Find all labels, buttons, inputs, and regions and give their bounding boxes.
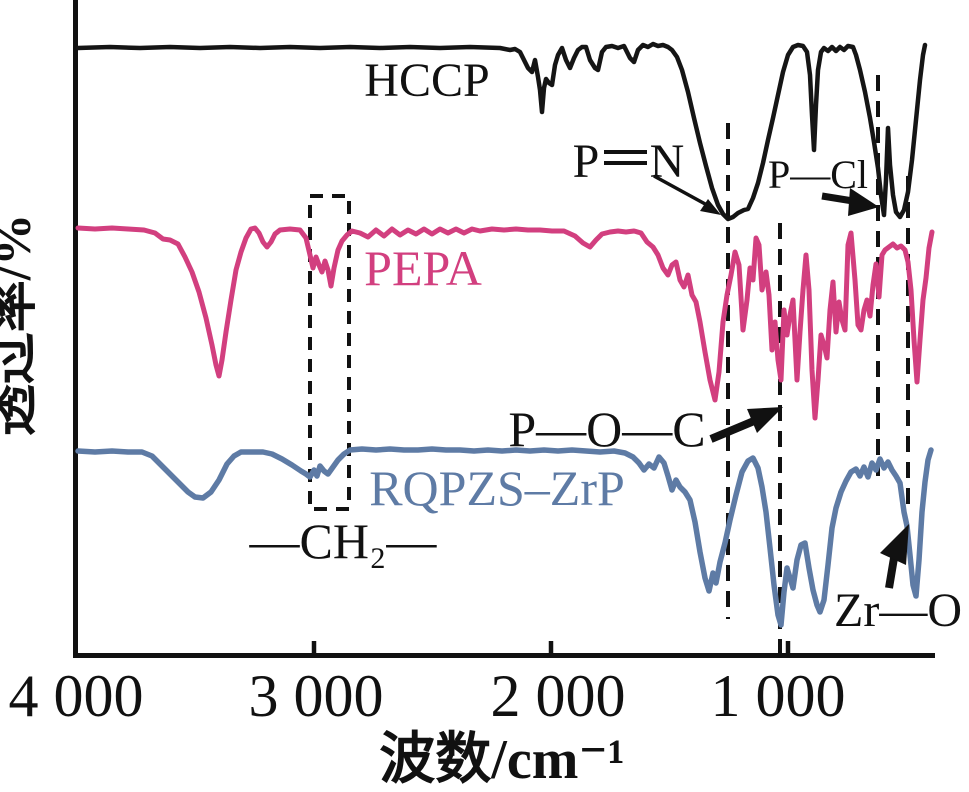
curves [75,41,935,628]
hccp-curve [75,41,928,222]
x-tick-label-3000: 3 000 [249,663,384,729]
poc-arrow-head [747,407,783,433]
pn-arrow-head [700,199,721,215]
pcl-arrow-shaft [821,192,854,205]
y-axis-title: 透过率/% [0,214,42,436]
zro-arrow-shaft [885,557,898,589]
pcl-annotation: P—Cl [768,152,879,216]
rqpzs-label: RQPZS–ZrP [369,460,625,516]
pn-label-p: P [573,135,600,188]
pepa-label: PEPA [364,240,482,296]
pcl-arrow-head [848,188,879,216]
rqpzs-curve [75,446,934,628]
zro-annotation: Zr—O [834,524,962,637]
poc-label: P—O—C [508,401,705,457]
x-tick-label-1000: 1 000 [711,663,846,729]
poc-annotation: P—O—C [508,401,783,457]
hccp-label: HCCP [364,54,489,107]
poc-arrow-shaft [709,417,756,443]
x-tick-labels: 4 000 3 000 2 000 1 000 [9,663,846,729]
pn-label-n: N [650,135,685,188]
ch2-label: —CH₂— [249,513,438,569]
guide-lines [726,75,910,654]
pepa-curve [75,225,935,421]
zro-label: Zr—O [834,584,962,637]
axes [73,0,935,658]
x-axis-title: 波数/cm⁻¹ [379,729,624,791]
zro-arrow-head [880,524,909,565]
x-tick-label-4000: 4 000 [9,663,144,729]
pn-arrow-shaft [653,174,708,207]
pn-annotation: P N [573,135,721,215]
x-tick-label-2000: 2 000 [491,663,626,729]
